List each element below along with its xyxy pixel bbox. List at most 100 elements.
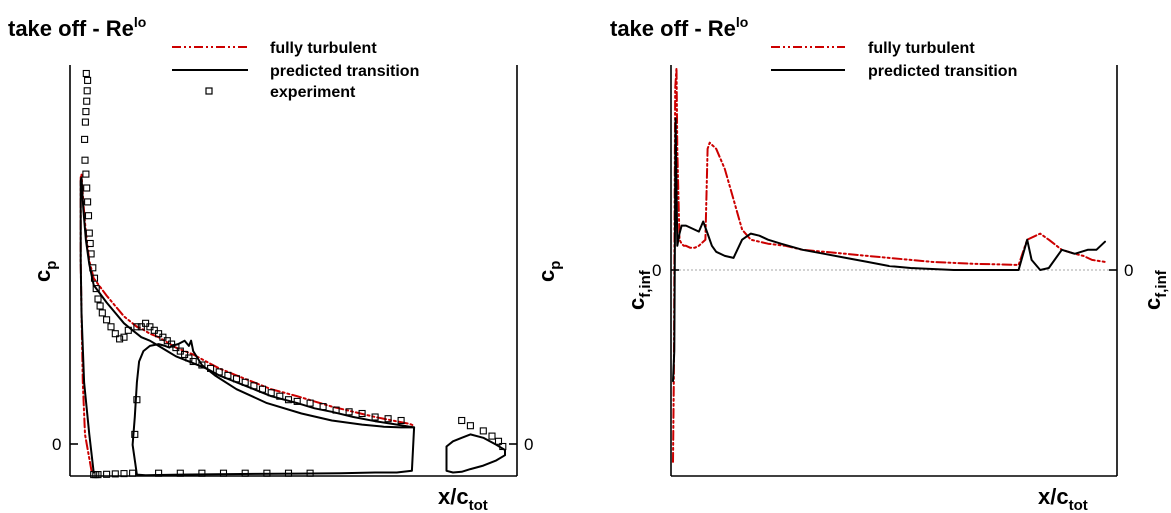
experiment-point [129,469,137,477]
experiment-point [120,470,128,478]
experiment-point [488,432,496,440]
experiment-point [87,250,95,258]
experiment-point [98,309,106,317]
legend: fully turbulent predicted transition exp… [172,40,419,101]
experiment-point [215,368,223,376]
experiment-point [133,323,141,331]
experiment-point [198,361,206,369]
experiment-point [345,408,353,416]
experiment-point [82,108,90,116]
series-main-element [131,339,416,477]
experiment-point [81,135,89,143]
experiment-point [94,471,102,479]
experiment-point [479,427,487,435]
experiment-point [241,469,249,477]
experiment-point [250,382,258,390]
right-zero-tick-label: 0 [524,435,533,454]
experiment-point [120,333,128,341]
experiment-point [111,470,119,478]
experiment-point [499,442,507,451]
y-axis-label-right: cp [534,261,564,282]
experiment-point [133,396,141,404]
experiment-point [84,198,92,206]
legend: fully turbulent predicted transition [771,40,1017,80]
legend-label-experiment: experiment [270,84,356,101]
experiment-point [358,409,366,418]
experiment-point [284,469,293,477]
experiment-point [494,437,503,445]
experiment-point [86,239,94,248]
experiment-point [306,399,314,407]
experiment-point [107,323,115,331]
legend-label-predicted-transition: predicted transition [868,63,1017,80]
experiment-point [103,470,111,478]
legend-label-predicted-transition: predicted transition [270,63,419,80]
experiment-point [83,87,91,95]
experiment-point [198,469,206,477]
experiment-point [82,69,90,78]
experiment-point [241,378,249,386]
experiment-point [92,285,100,293]
experiment-point [82,170,90,178]
experiment-point [306,469,314,477]
cf-chart: take off - Relo fully turbulent predicte… [610,14,1170,513]
x-axis-label: x/ctot [438,484,488,513]
series-predicted-transition [79,176,416,474]
legend-marker-experiment [205,87,213,95]
x-axis-label: x/ctot [1038,484,1088,513]
experiment-point [83,184,91,192]
experiment-point [219,469,228,477]
series-flap [445,433,506,474]
experiment-point [103,316,111,324]
cp-chart: take off - Relo fully turbulent predicte… [8,14,564,513]
series-predicted-transition [672,117,1106,383]
experiment-point [319,403,327,411]
experiment-point [224,371,232,379]
y-axis-label-left: cf,inf [624,269,654,310]
experiment-point [89,264,97,272]
experiment-point [371,413,379,421]
experiment-point [90,274,99,282]
right-zero-tick-label: 0 [1124,261,1133,280]
experiment-point [267,389,275,397]
experiment-point [81,156,89,164]
experiment-point [124,326,132,334]
legend-label-fully-turbulent: fully turbulent [270,40,377,57]
chart-title: take off - Relo [8,14,146,41]
experiment-point [94,295,102,303]
experiment-point [84,212,93,220]
cp-plot-area [79,69,507,479]
series-fully-turbulent [672,67,1106,463]
legend-label-fully-turbulent: fully turbulent [868,40,975,57]
experiment-point [84,76,92,84]
series-fully-turbulent [79,173,416,472]
experiment-point [131,430,139,438]
chart-title: take off - Relo [610,14,748,41]
left-zero-tick-label: 0 [52,435,61,454]
experiment-point [466,422,474,430]
experiment-point [96,302,104,310]
experiment-point [293,397,301,405]
experiment-point [81,118,89,126]
experiment-point [458,416,466,425]
experiment-point [111,330,119,338]
experiment-point [189,357,197,366]
experiment-point [284,396,293,404]
cf-plot-area [672,67,1106,463]
experiment-point [207,364,215,372]
experiment-point [155,469,163,477]
experiment-point [384,415,392,423]
experiment-point [176,469,184,477]
experiment-point [332,406,340,414]
experiment-point [397,416,405,425]
experiment-point [83,97,91,105]
left-zero-tick-label: 0 [652,261,661,280]
experiment-point [85,229,93,237]
experiment-point [116,335,124,343]
y-axis-label-left: cp [30,261,60,282]
experiment-point [232,375,241,383]
experiment-point [258,385,267,393]
experiment-point [263,469,271,477]
experiment-point [276,392,284,400]
